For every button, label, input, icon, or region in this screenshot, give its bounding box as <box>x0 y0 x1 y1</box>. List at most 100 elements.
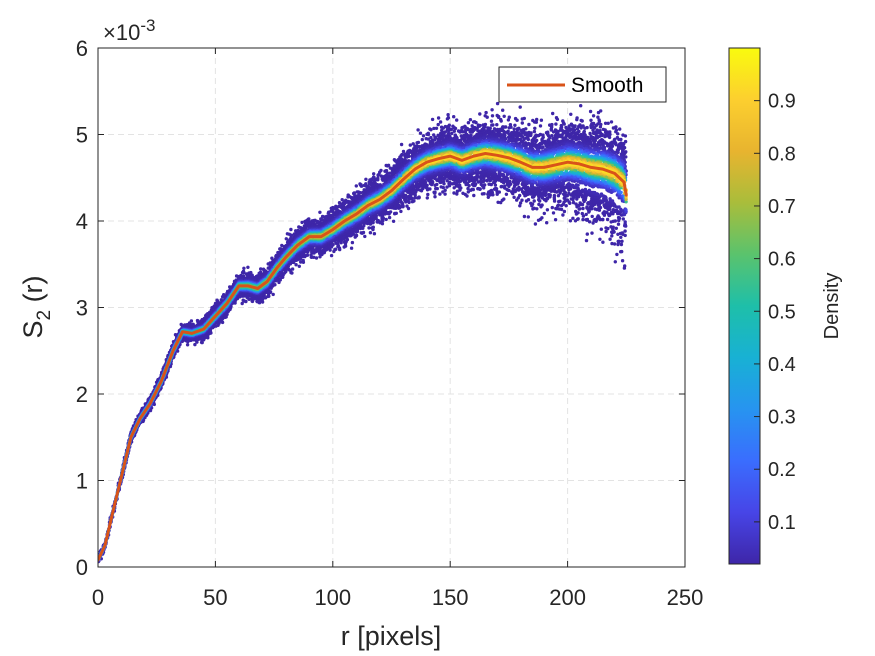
scatter-point <box>490 114 495 118</box>
scatter-point <box>483 183 487 187</box>
scatter-point <box>608 237 612 241</box>
scatter-point <box>623 229 627 233</box>
scatter-point <box>459 173 464 177</box>
scatter-point <box>482 192 486 196</box>
scatter-point <box>297 264 301 268</box>
scatter-point <box>434 186 438 191</box>
scatter-point <box>522 214 527 219</box>
scatter-point <box>343 244 348 248</box>
scatter-point <box>620 239 624 243</box>
scatter-point <box>613 260 617 264</box>
scatter-point <box>569 112 573 117</box>
scatter-point <box>489 119 494 123</box>
scatter-point <box>579 104 583 108</box>
scatter-point <box>581 217 585 222</box>
scatter-point <box>526 137 530 142</box>
scatter-point <box>539 118 544 122</box>
scatter-point <box>558 199 562 203</box>
scatter-point <box>579 126 583 130</box>
scatter-point <box>496 115 501 120</box>
scatter-point <box>616 132 620 136</box>
scatter-point <box>623 264 627 268</box>
scatter-point <box>495 101 500 106</box>
scatter-point <box>500 184 504 189</box>
scatter-point <box>530 202 535 206</box>
scatter-point <box>571 200 576 205</box>
scatter-point <box>193 342 197 347</box>
scatter-point <box>615 252 619 257</box>
scatter-point <box>538 124 543 128</box>
scatter-point <box>517 185 521 190</box>
scatter-point <box>350 240 355 245</box>
scatter-point <box>617 137 621 142</box>
scatter-point <box>576 217 580 221</box>
scatter-point <box>540 146 544 150</box>
scatter-point <box>533 126 537 130</box>
scatter-point <box>614 226 618 230</box>
scatter-point <box>551 130 556 134</box>
scatter-point <box>408 143 412 147</box>
scatter-point <box>520 121 524 125</box>
scatter-point <box>486 195 490 199</box>
scatter-point <box>246 265 250 269</box>
scatter-point <box>583 126 587 130</box>
scatter-point <box>603 121 608 126</box>
scatter-point <box>613 219 617 223</box>
scatter-point <box>425 196 429 200</box>
scatter-point <box>280 243 284 248</box>
scatter-point <box>363 234 367 239</box>
scatter-point <box>506 118 511 122</box>
scatter-point <box>568 219 573 223</box>
scatter-point <box>567 191 571 195</box>
scatter-point <box>589 118 593 123</box>
scatter-point <box>393 211 397 216</box>
scatter-point <box>439 185 443 189</box>
scatter-point <box>399 142 404 147</box>
scatter-point <box>259 267 263 271</box>
scatter-point <box>535 117 539 122</box>
scatter-point <box>523 132 527 137</box>
scatter-point <box>571 183 575 188</box>
scatter-point <box>445 117 450 121</box>
scatter-point <box>598 237 602 241</box>
scatter-point <box>372 172 376 176</box>
scatter-point <box>620 231 624 235</box>
scatter-point <box>240 301 244 306</box>
scatter-point <box>623 220 627 224</box>
scatter-point <box>438 192 442 196</box>
scatter-point <box>532 199 536 203</box>
scatter-point <box>590 231 594 235</box>
scatter-point <box>610 234 614 238</box>
scatter-point <box>333 247 337 252</box>
scatter-point <box>468 118 473 122</box>
scatter-point <box>591 221 595 225</box>
scatter-point <box>318 210 322 214</box>
scatter-point <box>433 195 437 199</box>
scatter-point <box>545 208 550 212</box>
scatter-point <box>575 117 579 122</box>
scatter-point <box>585 232 589 236</box>
scatter-point <box>540 203 544 207</box>
scatter-point <box>359 231 363 235</box>
scatter-point <box>436 122 440 127</box>
scatter-point <box>391 219 396 223</box>
scatter-point <box>458 130 462 134</box>
scatter-point <box>513 123 517 128</box>
scatter-point <box>499 119 503 123</box>
scatter-point <box>429 128 433 132</box>
scatter-point <box>446 113 450 117</box>
scatter-point <box>537 202 541 207</box>
scatter-point <box>614 143 618 147</box>
scatter-point <box>474 120 478 125</box>
scatter-point <box>495 123 499 127</box>
scatter-point <box>585 217 590 222</box>
scatter-point <box>518 204 522 208</box>
scatter-point <box>609 120 614 124</box>
scatter-point <box>484 110 488 115</box>
scatter-point <box>556 203 561 207</box>
scatter-point <box>407 154 411 159</box>
scatter-point <box>497 190 501 194</box>
scatter-point <box>485 115 489 119</box>
scatter-point <box>619 242 624 247</box>
scatter-point <box>580 188 585 192</box>
